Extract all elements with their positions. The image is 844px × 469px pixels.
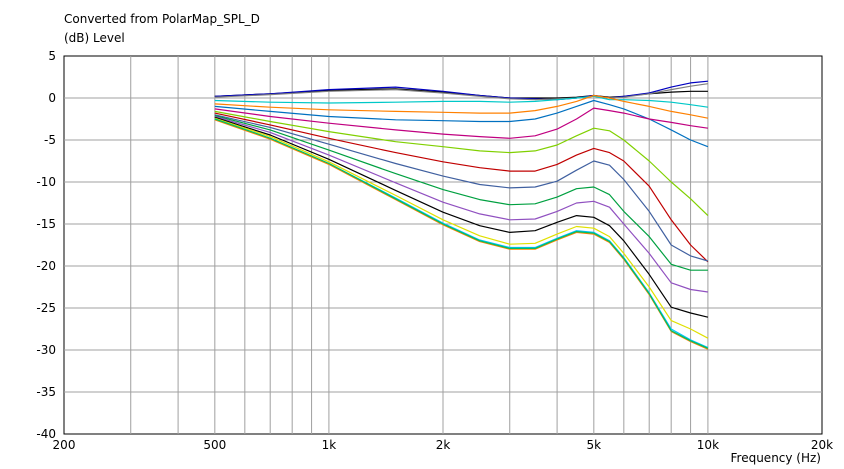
series-line-6	[214, 99, 709, 148]
series-line-10	[214, 114, 709, 262]
x-tick-label: 2k	[436, 438, 451, 452]
series-line-2	[214, 80, 708, 101]
series-line-1	[214, 88, 708, 99]
y-tick-label: -40	[36, 427, 56, 441]
series-line-12	[214, 115, 708, 293]
y-tick-label: 0	[48, 91, 56, 105]
x-tick-label: 500	[203, 438, 226, 452]
series-line-5	[214, 94, 709, 119]
y-tick-label: -5	[44, 133, 56, 147]
chart-title: Converted from PolarMap_SPL_D	[64, 12, 260, 26]
grid-lines	[64, 56, 822, 434]
series-line-17	[214, 118, 709, 349]
y-tick-label: -15	[36, 217, 56, 231]
x-tick-label: 200	[53, 438, 76, 452]
y-tick-label: -30	[36, 343, 56, 357]
series-line-7	[214, 107, 708, 139]
y-tick-label: -20	[36, 259, 56, 273]
series-line-3	[214, 83, 708, 101]
y-tick-label: -35	[36, 385, 56, 399]
y-axis-label: (dB) Level	[64, 31, 125, 45]
series-line-16	[214, 119, 709, 350]
y-tick-label: -25	[36, 301, 56, 315]
series-line-8	[214, 110, 709, 217]
y-tick-label: -10	[36, 175, 56, 189]
series-lines	[214, 80, 709, 350]
x-tick-label: 20k	[811, 438, 833, 452]
y-tick-label: 5	[48, 49, 56, 63]
series-line-13	[214, 116, 709, 318]
x-tick-label: 1k	[322, 438, 337, 452]
x-axis-label: Frequency (Hz)	[730, 451, 822, 465]
series-line-11	[214, 115, 708, 271]
series-line-9	[214, 112, 709, 263]
series-line-4	[214, 95, 708, 108]
x-tick-label: 5k	[587, 438, 602, 452]
series-line-14	[214, 117, 709, 339]
x-tick-label: 10k	[697, 438, 719, 452]
